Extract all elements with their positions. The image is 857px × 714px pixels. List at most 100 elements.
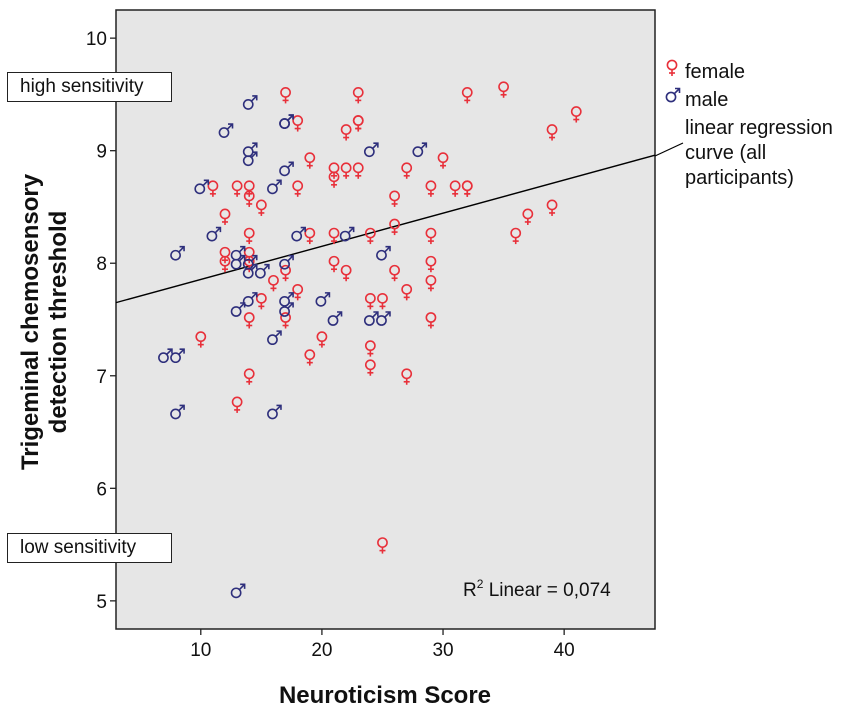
x-axis-title: Neuroticism Score	[279, 682, 491, 709]
data-point-female	[401, 283, 413, 301]
data-point-female	[316, 331, 328, 348]
data-point-female	[280, 312, 291, 329]
data-point-male	[194, 179, 210, 195]
legend-male-symbol	[665, 87, 681, 103]
data-point-male	[279, 302, 294, 317]
data-point-female	[304, 152, 316, 169]
data-point-male	[242, 292, 258, 307]
svg-text:Trigeminal chemosensory: Trigeminal chemosensory	[17, 173, 44, 470]
data-point-female	[425, 180, 437, 197]
data-point-female	[243, 190, 255, 207]
data-point-male	[242, 95, 258, 110]
legend-regression-swatch	[654, 142, 684, 157]
data-point-female	[546, 124, 558, 141]
data-point-female	[243, 227, 255, 245]
data-point-male	[376, 245, 391, 261]
data-point-male	[158, 348, 173, 364]
legend-female-label: female	[685, 61, 745, 83]
regression-line	[115, 154, 656, 304]
y-axis: 5 6 7 8 9 10	[86, 29, 116, 613]
data-point-male	[206, 226, 222, 242]
data-point-female	[401, 368, 413, 385]
data-point-female	[461, 180, 473, 197]
data-point-female	[449, 180, 461, 197]
data-point-female	[255, 292, 267, 310]
data-point-female	[328, 227, 340, 245]
data-point-female	[425, 312, 437, 329]
x-tick-label: 10	[190, 640, 211, 661]
data-point-female	[510, 227, 522, 245]
y-axis-title: Trigeminal chemosensory detection thresh…	[17, 173, 72, 470]
svg-text:detection threshold: detection threshold	[45, 211, 72, 434]
data-point-female	[292, 180, 304, 197]
data-point-female	[364, 227, 376, 245]
data-point-female	[280, 264, 291, 282]
female-symbol-icon	[666, 59, 678, 76]
data-point-female	[389, 264, 400, 282]
data-point-female	[231, 180, 243, 197]
data-point-female	[340, 162, 352, 179]
data-point-female	[207, 180, 219, 197]
data-point-female	[546, 199, 558, 216]
high-sensitivity-label: high sensitivity	[7, 72, 172, 102]
data-point-female	[364, 340, 376, 357]
data-point-female	[243, 368, 255, 385]
data-point-male	[279, 161, 294, 177]
data-point-male	[230, 254, 246, 270]
data-point-female	[280, 87, 291, 104]
data-point-female	[352, 115, 364, 132]
data-point-female	[498, 81, 509, 98]
data-point-female	[268, 274, 279, 292]
data-point-female	[522, 208, 534, 225]
data-point-female	[243, 180, 255, 197]
data-point-female	[352, 87, 364, 104]
data-point-female	[292, 283, 304, 301]
data-point-male	[291, 226, 306, 242]
x-tick-label: 40	[554, 640, 575, 661]
data-point-female	[195, 331, 207, 348]
y-tick-label: 6	[96, 479, 107, 500]
data-point-female	[377, 537, 388, 554]
legend-regression-label: linear regression curve (all participant…	[685, 117, 838, 189]
low-sensitivity-label: low sensitivity	[7, 533, 172, 563]
data-point-female	[425, 274, 437, 292]
data-point-female	[352, 162, 364, 179]
data-point-female	[328, 171, 340, 188]
data-point-female	[243, 312, 255, 329]
data-point-male	[267, 179, 282, 195]
data-point-female	[425, 227, 437, 245]
data-point-female	[389, 218, 400, 236]
data-point-male	[376, 311, 391, 326]
data-point-female	[328, 255, 340, 273]
legend-female-symbol	[666, 59, 678, 76]
data-point-male	[242, 151, 258, 167]
data-point-male	[267, 404, 282, 420]
data-point-male	[218, 123, 234, 138]
data-point-female	[255, 199, 267, 216]
data-point-female	[340, 124, 352, 141]
data-point-male	[170, 245, 185, 261]
data-point-male	[279, 254, 294, 270]
data-point-male	[267, 330, 282, 346]
data-point-female	[304, 349, 316, 366]
legend-male-label: male	[685, 89, 728, 111]
y-tick-label: 8	[96, 254, 107, 275]
data-point-male	[170, 348, 185, 364]
data-point-male	[327, 311, 343, 326]
data-point-male	[230, 302, 246, 317]
data-point-female	[231, 396, 243, 413]
y-tick-label: 10	[86, 29, 107, 50]
data-point-male	[230, 583, 246, 599]
data-point-male	[339, 226, 355, 242]
x-axis: 10 20 30 40	[190, 629, 575, 661]
data-points	[158, 81, 582, 599]
data-point-male	[242, 263, 258, 279]
data-point-male	[363, 311, 379, 326]
male-symbol-icon	[665, 87, 681, 103]
data-point-female	[461, 87, 473, 104]
data-point-female	[377, 292, 388, 310]
data-point-female	[364, 292, 376, 310]
data-point-female	[340, 264, 352, 282]
data-point-male	[279, 114, 294, 129]
